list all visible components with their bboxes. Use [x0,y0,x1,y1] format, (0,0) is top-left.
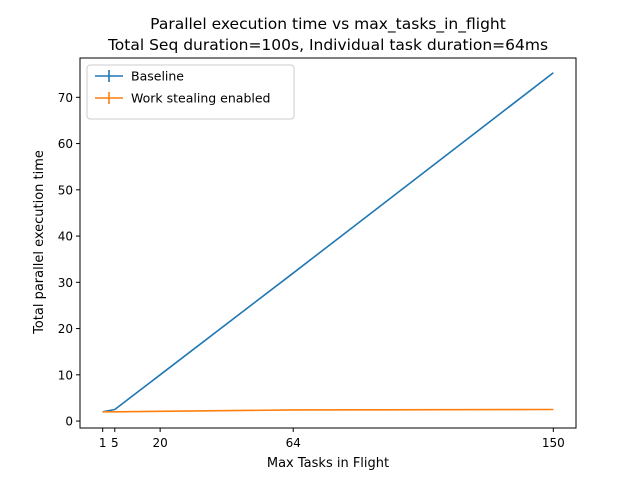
plot-frame [79,57,577,429]
y-tick-label: 40 [58,230,73,244]
legend-label: Baseline [131,69,184,84]
chart-title: Parallel execution time vs max_tasks_in_… [150,15,506,34]
series-layer [102,72,554,413]
y-tick-label: 50 [58,183,73,197]
x-tick-label: 150 [542,436,565,450]
series-line-0 [102,72,554,413]
y-axis-label: Total parallel execution time [32,150,47,335]
x-tick-label: 20 [153,436,168,450]
plot-area [79,57,577,429]
y-tick-label: 10 [58,368,73,382]
x-tick-label: 64 [286,436,301,450]
x-tick-label: 5 [111,436,119,450]
y-tick-label: 0 [65,415,73,429]
legend-label: Work stealing enabled [131,91,270,106]
y-tick-label: 30 [58,276,73,290]
y-axis: 0 10 20 30 40 50 60 70 [58,91,80,429]
legend: Baseline Work stealing enabled [86,64,295,120]
x-axis: 1 5 20 64 150 [99,428,565,450]
series-line-1 [102,408,554,413]
chart-subtitle: Total Seq duration=100s, Individual task… [107,36,548,54]
y-tick-label: 70 [58,91,73,105]
legend-box [86,64,295,120]
y-tick-label: 20 [58,322,73,336]
x-tick-label: 1 [99,436,107,450]
x-axis-label: Max Tasks in Flight [267,456,389,471]
y-tick-label: 60 [58,137,73,151]
